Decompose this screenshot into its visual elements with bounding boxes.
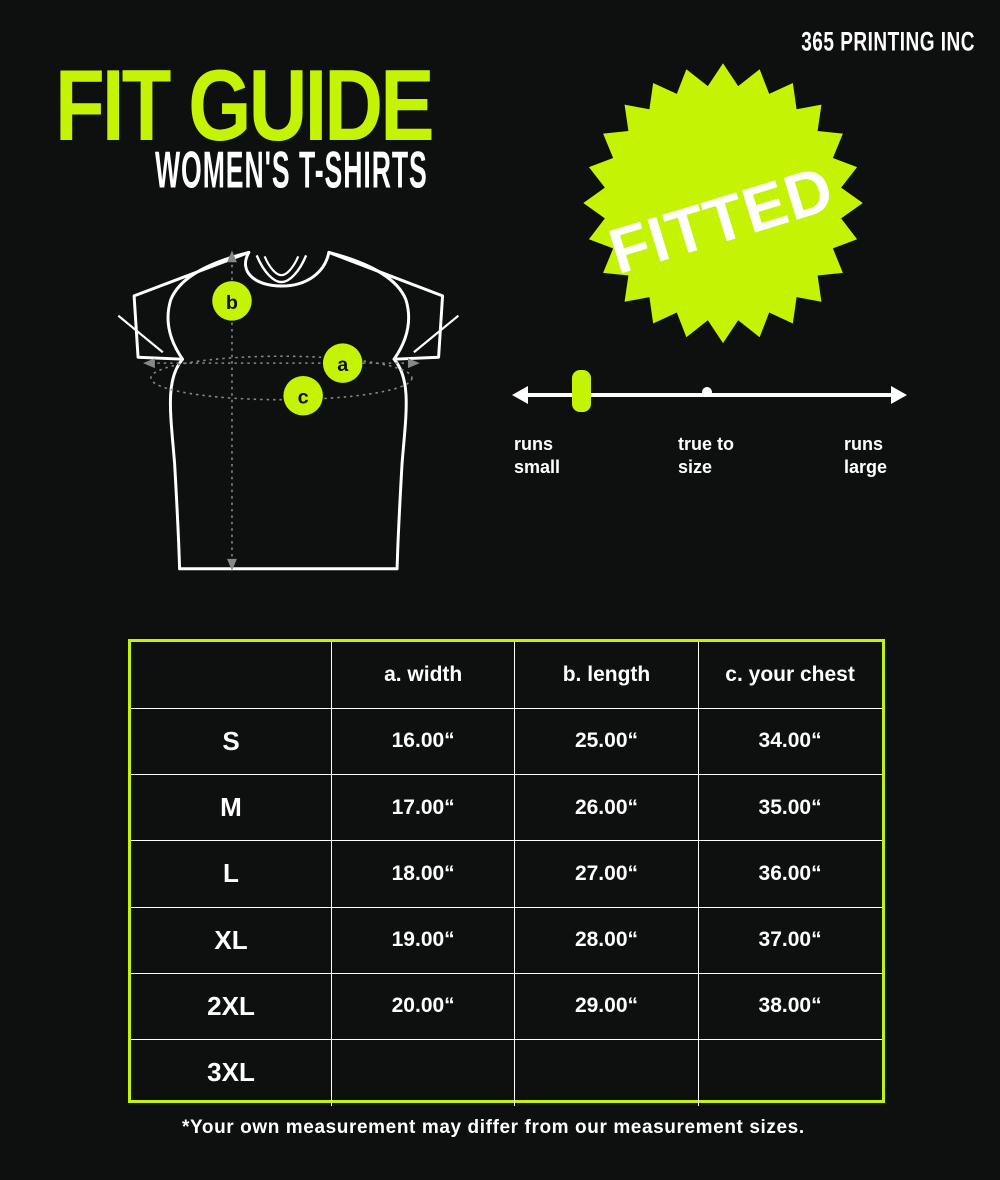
svg-text:b: b: [226, 292, 238, 314]
svg-text:c: c: [298, 387, 309, 409]
svg-text:a: a: [337, 354, 349, 376]
